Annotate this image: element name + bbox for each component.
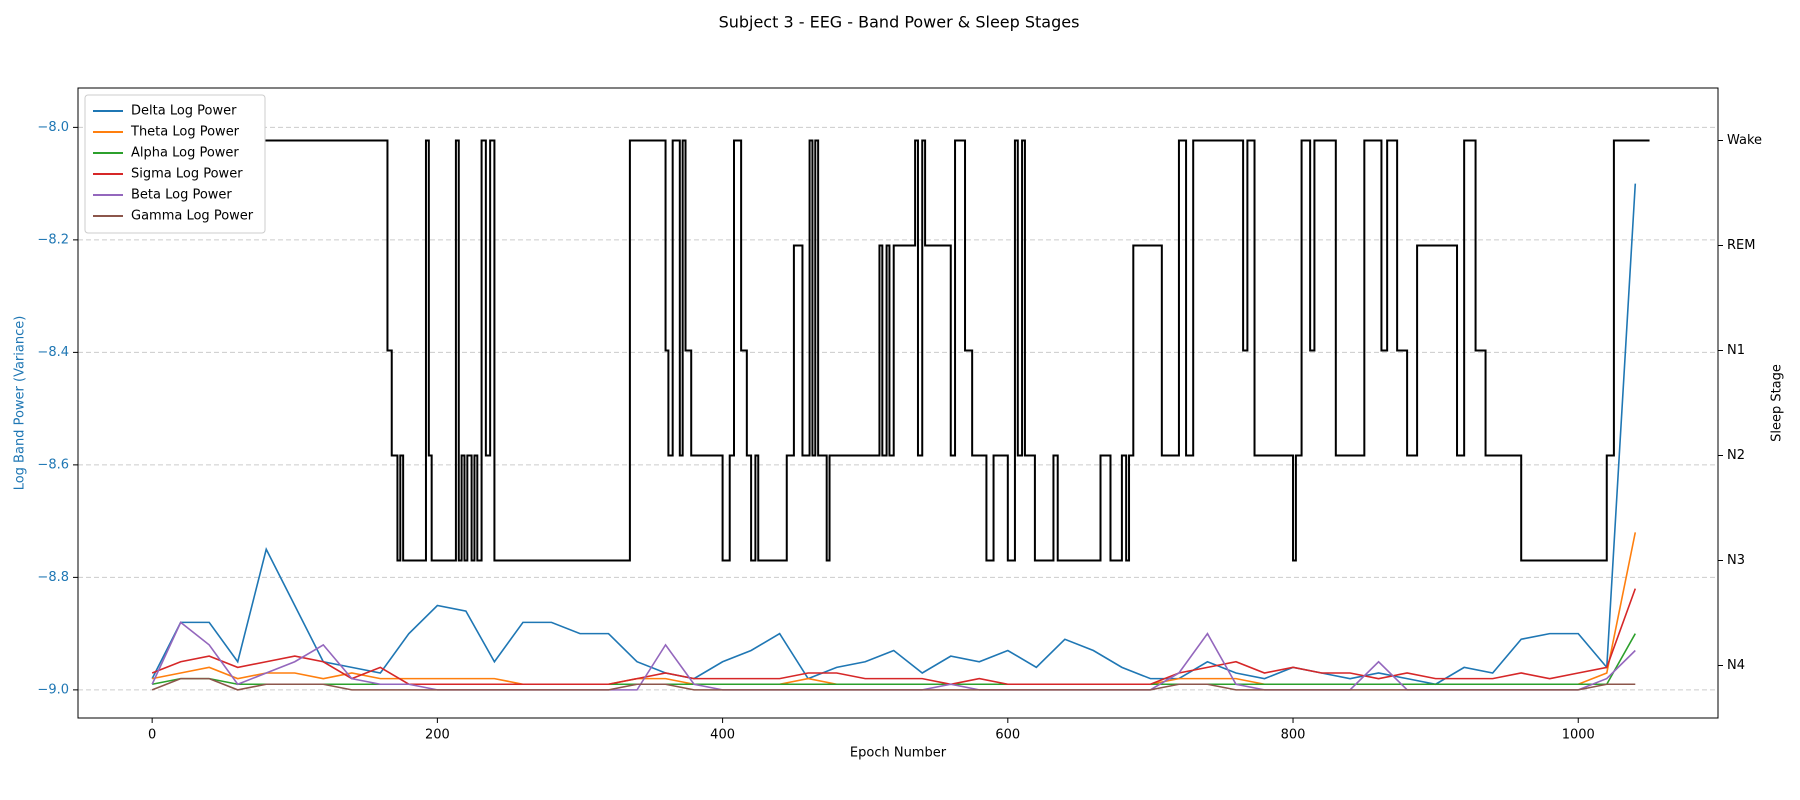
y-tick-label: −8.8 — [37, 570, 69, 585]
x-tick-label: 600 — [995, 728, 1020, 743]
y-tick-label: −8.2 — [37, 232, 69, 247]
plot-frame — [77, 87, 1719, 719]
legend-label: Delta Log Power — [131, 104, 237, 119]
legend: Delta Log Power Theta Log Power Alpha Log … — [84, 94, 266, 234]
chart-title: Subject 3 - EEG - Band Power & Sleep Sta… — [719, 13, 1080, 32]
x-tick-label: 200 — [425, 728, 450, 743]
legend-box — [84, 94, 266, 234]
y-tick-label: −8.6 — [37, 457, 69, 472]
series-line — [152, 532, 1637, 686]
y-tick-label: −8.0 — [37, 120, 69, 135]
legend-label: Gamma Log Power — [131, 209, 254, 224]
y2-tick-label: Wake — [1727, 133, 1762, 148]
x-axis-label: Epoch Number — [850, 746, 947, 761]
legend-label: Sigma Log Power — [131, 167, 243, 182]
legend-label: Beta Log Power — [131, 188, 232, 203]
x-tick-label: 800 — [1281, 728, 1306, 743]
x-tick-label: 1000 — [1562, 728, 1595, 743]
legend-label: Theta Log Power — [130, 125, 240, 140]
y2-tick-label: N2 — [1727, 448, 1745, 463]
series-line — [152, 633, 1636, 686]
x-tick-label: 400 — [710, 728, 735, 743]
hypnogram-line — [152, 139, 1650, 562]
y2-tick-label: N3 — [1727, 553, 1745, 568]
y2-tick-label: REM — [1727, 238, 1755, 253]
series-line — [151, 677, 1636, 691]
y-tick-label: −9.0 — [37, 682, 69, 697]
y2-axis-label: Sleep Stage — [1770, 364, 1785, 442]
legend-label: Alpha Log Power — [131, 146, 239, 161]
x-tick-label: 0 — [148, 728, 156, 743]
y-axis-label: Log Band Power (Variance) — [13, 316, 28, 491]
series-line — [151, 183, 1637, 686]
y2-tick-label: N1 — [1727, 343, 1745, 358]
y-tick-label: −8.4 — [37, 345, 69, 360]
series-line — [151, 588, 1637, 686]
y2-tick-label: N4 — [1727, 658, 1745, 673]
